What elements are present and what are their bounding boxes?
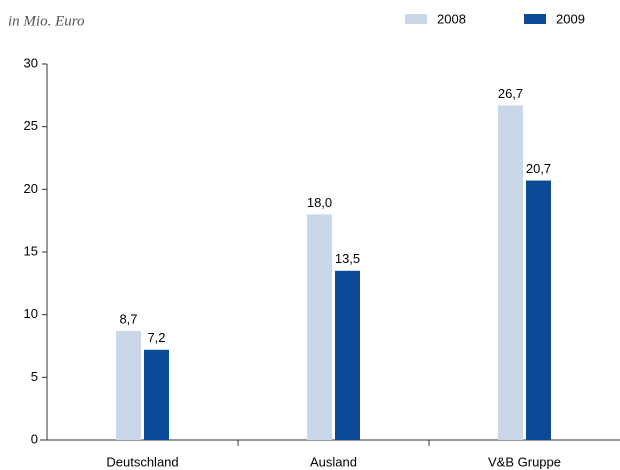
bar <box>335 270 360 440</box>
value-label: 7,2 <box>147 330 165 345</box>
value-label: 20,7 <box>526 161 551 176</box>
y-tick-label: 25 <box>24 118 38 133</box>
value-label: 18,0 <box>307 195 332 210</box>
y-tick-label: 30 <box>24 55 38 70</box>
legend-swatch <box>405 14 427 24</box>
value-label: 8,7 <box>119 311 137 326</box>
x-tick-label: V&B Gruppe <box>488 454 561 469</box>
bar <box>307 214 332 440</box>
bar <box>116 330 141 440</box>
y-tick-label: 15 <box>24 243 38 258</box>
legend-label: 2008 <box>437 11 466 26</box>
chart-subtitle: in Mio. Euro <box>8 13 85 29</box>
bar <box>498 105 523 441</box>
y-tick-label: 20 <box>24 181 38 196</box>
value-label: 26,7 <box>498 86 523 101</box>
legend-swatch <box>524 14 546 24</box>
y-tick-label: 5 <box>31 369 38 384</box>
y-tick-label: 0 <box>31 431 38 446</box>
bar <box>526 180 551 440</box>
legend-label: 2009 <box>556 11 585 26</box>
bar <box>144 349 169 440</box>
x-tick-label: Deutschland <box>106 454 178 469</box>
y-tick-label: 10 <box>24 306 38 321</box>
value-label: 13,5 <box>335 251 360 266</box>
x-tick-label: Ausland <box>310 454 357 469</box>
